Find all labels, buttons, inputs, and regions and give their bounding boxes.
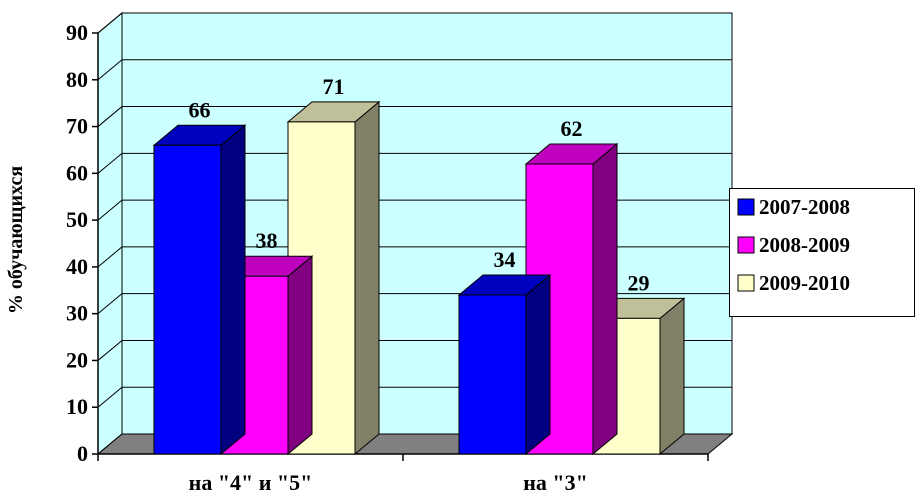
data-label: 62 xyxy=(561,116,583,141)
category-labels: на "4" и "5" на "3" xyxy=(189,470,588,495)
legend-label: 2007-2008 xyxy=(759,195,850,219)
y-tick-label: 20 xyxy=(66,347,88,372)
bar-side xyxy=(525,273,551,456)
bar-side xyxy=(592,142,618,456)
bar-side xyxy=(659,297,685,456)
y-tick-label: 80 xyxy=(66,67,88,92)
y-tick-label: 70 xyxy=(66,114,88,139)
gridline xyxy=(97,152,732,174)
y-tick-label: 60 xyxy=(66,160,88,185)
data-label: 34 xyxy=(494,247,516,272)
legend-item: 2008-2009 xyxy=(737,233,850,257)
y-axis-title: % обучающихся xyxy=(5,166,27,315)
y-tick-label: 0 xyxy=(77,441,88,466)
gridline xyxy=(97,12,732,34)
legend-box xyxy=(729,188,915,317)
legend-label: 2008-2009 xyxy=(759,233,850,257)
bar-side xyxy=(354,100,380,456)
data-label: 38 xyxy=(256,228,278,253)
data-label: 66 xyxy=(189,97,211,122)
legend-swatch xyxy=(737,198,755,216)
data-label: 29 xyxy=(628,270,650,295)
category-label: на "4" и "5" xyxy=(189,470,313,495)
side-wall xyxy=(97,11,123,456)
y-tick-label: 40 xyxy=(66,254,88,279)
category-label: на "3" xyxy=(523,470,588,495)
gridline xyxy=(97,59,732,81)
legend-swatch xyxy=(737,274,755,292)
legend-item: 2009-2010 xyxy=(737,271,850,295)
legend-label: 2009-2010 xyxy=(759,271,850,295)
y-tick-labels: 0 10 20 30 40 50 60 70 80 90 xyxy=(66,20,88,466)
legend: 2007-2008 2008-2009 2009-2010 xyxy=(729,188,915,317)
bar-front xyxy=(153,144,222,455)
y-tick-label: 90 xyxy=(66,20,88,45)
y-tick-label: 10 xyxy=(66,394,88,419)
bar-side xyxy=(220,124,246,456)
legend-swatch xyxy=(737,236,755,254)
gridline xyxy=(97,106,732,127)
data-labels: 71 38 66 29 62 34 xyxy=(189,74,650,295)
bars xyxy=(152,100,686,456)
y-tick-label: 30 xyxy=(66,301,88,326)
legend-item: 2007-2008 xyxy=(737,195,850,219)
bar-front xyxy=(458,294,527,455)
y-tick-label: 50 xyxy=(66,207,88,232)
bar-side xyxy=(287,255,313,456)
bar xyxy=(152,124,247,456)
data-label: 71 xyxy=(323,74,345,99)
bar xyxy=(457,273,552,456)
